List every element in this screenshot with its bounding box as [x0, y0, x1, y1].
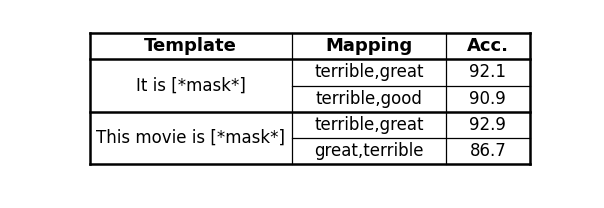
Text: 92.1: 92.1 — [469, 63, 506, 81]
Text: terrible,good: terrible,good — [315, 90, 422, 108]
Text: 92.9: 92.9 — [469, 116, 506, 134]
Text: 86.7: 86.7 — [469, 142, 506, 160]
Text: Acc.: Acc. — [467, 37, 509, 55]
Text: terrible,great: terrible,great — [314, 116, 423, 134]
Text: terrible,great: terrible,great — [314, 63, 423, 81]
Text: 90.9: 90.9 — [469, 90, 506, 108]
Text: great,terrible: great,terrible — [314, 142, 423, 160]
Text: Mapping: Mapping — [326, 37, 413, 55]
Text: This movie is [*mask*]: This movie is [*mask*] — [96, 129, 285, 147]
Text: Template: Template — [144, 37, 237, 55]
Text: It is [*mask*]: It is [*mask*] — [136, 77, 246, 94]
